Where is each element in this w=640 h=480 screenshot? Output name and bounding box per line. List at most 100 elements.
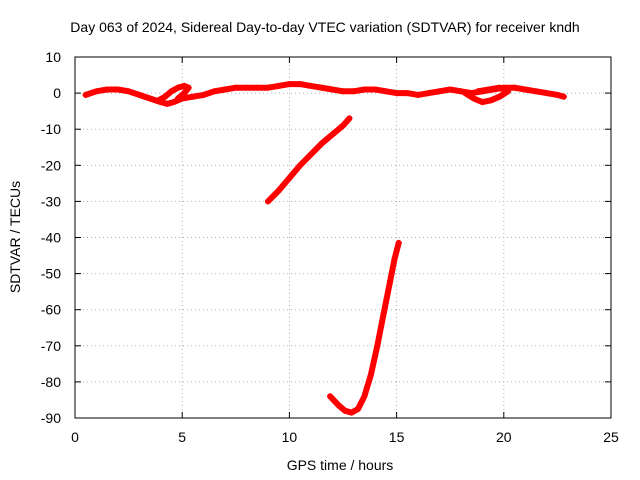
data-point — [387, 277, 394, 284]
data-point — [125, 88, 132, 95]
data-point — [264, 84, 271, 91]
y-tick-label: -20 — [41, 157, 61, 173]
data-point — [335, 402, 342, 409]
data-point — [350, 88, 357, 95]
y-tick-label: -40 — [41, 230, 61, 246]
series-3 — [264, 115, 353, 205]
data-point — [286, 174, 293, 181]
data-point — [470, 95, 477, 102]
y-tick-label: -10 — [41, 121, 61, 137]
data-point — [82, 91, 89, 98]
data-point — [174, 84, 181, 91]
data-point — [168, 88, 175, 95]
data-point — [147, 95, 154, 102]
data-point — [136, 91, 143, 98]
data-point — [211, 88, 218, 95]
data-point — [475, 88, 482, 95]
y-tick-label: -70 — [41, 338, 61, 354]
data-point — [104, 86, 111, 93]
series-line — [265, 115, 353, 205]
x-tick-label: 0 — [71, 429, 79, 445]
series-0 — [82, 81, 567, 107]
data-point — [522, 86, 529, 93]
data-point — [374, 342, 381, 349]
data-point — [181, 82, 188, 89]
data-point — [340, 122, 346, 129]
data-point — [560, 93, 567, 100]
data-point — [164, 100, 171, 107]
data-point — [348, 409, 355, 416]
data-point — [543, 90, 550, 97]
y-axis-label: SDTVAR / TECUs — [7, 181, 23, 293]
data-point — [496, 93, 503, 100]
data-point — [329, 86, 336, 93]
y-tick-label: -50 — [41, 266, 61, 282]
data-point — [355, 405, 362, 412]
grid — [74, 56, 612, 419]
data-point — [189, 93, 196, 100]
data-point — [382, 88, 389, 95]
data-point — [447, 86, 454, 93]
data-point — [393, 90, 400, 97]
data-point — [286, 81, 293, 88]
data-point — [361, 393, 368, 400]
data-point — [511, 84, 518, 91]
x-tick-labels: 0 5 10 15 20 25 — [71, 429, 619, 445]
data-point — [185, 84, 192, 91]
data-point — [340, 88, 346, 95]
y-tick-label: 10 — [45, 49, 61, 65]
y-tick-label: 0 — [53, 85, 61, 101]
data-point — [275, 187, 282, 194]
data-point — [372, 86, 379, 93]
x-tick-label: 20 — [496, 429, 512, 445]
data-point — [505, 88, 512, 95]
data-point — [532, 88, 539, 95]
data-point — [162, 93, 169, 100]
series-1 — [155, 82, 192, 104]
data-point — [404, 90, 411, 97]
data-point — [342, 407, 349, 414]
data-point — [436, 88, 443, 95]
x-tick-label: 25 — [603, 429, 619, 445]
data-point — [479, 99, 486, 106]
data-point — [254, 84, 261, 91]
data-point — [93, 88, 100, 95]
data-point — [367, 371, 374, 378]
data-point — [114, 86, 121, 93]
data-point — [264, 198, 271, 205]
data-point — [327, 393, 334, 400]
y-tick-label: -30 — [41, 193, 61, 209]
data-point — [318, 84, 325, 91]
data-point — [318, 140, 325, 147]
data-point — [380, 310, 387, 317]
x-axis-label: GPS time / hours — [287, 457, 394, 473]
data-point — [496, 84, 503, 91]
x-tick-label: 15 — [389, 429, 405, 445]
data-point — [395, 239, 402, 246]
data-points — [82, 81, 567, 416]
data-point — [307, 82, 314, 89]
data-point — [391, 256, 398, 263]
data-point — [487, 97, 494, 104]
data-point — [222, 86, 229, 93]
data-point — [346, 115, 353, 122]
chart-title: Day 063 of 2024, Sidereal Day-to-day VTE… — [70, 19, 579, 35]
data-point — [200, 91, 207, 98]
data-point — [155, 97, 162, 104]
data-point — [485, 86, 492, 93]
data-point — [329, 131, 336, 138]
y-tick-label: -80 — [41, 374, 61, 390]
data-point — [462, 90, 469, 97]
data-point — [415, 91, 422, 98]
data-point — [307, 151, 314, 158]
data-point — [554, 91, 561, 98]
data-point — [275, 82, 282, 89]
x-tick-label: 10 — [282, 429, 298, 445]
data-point — [243, 84, 250, 91]
data-point — [170, 99, 177, 106]
data-point — [361, 86, 368, 93]
y-tick-labels: 10 0 -10 -20 -30 -40 -50 -60 -70 -80 -90 — [41, 49, 61, 426]
data-point — [297, 81, 304, 88]
data-point — [232, 84, 239, 91]
